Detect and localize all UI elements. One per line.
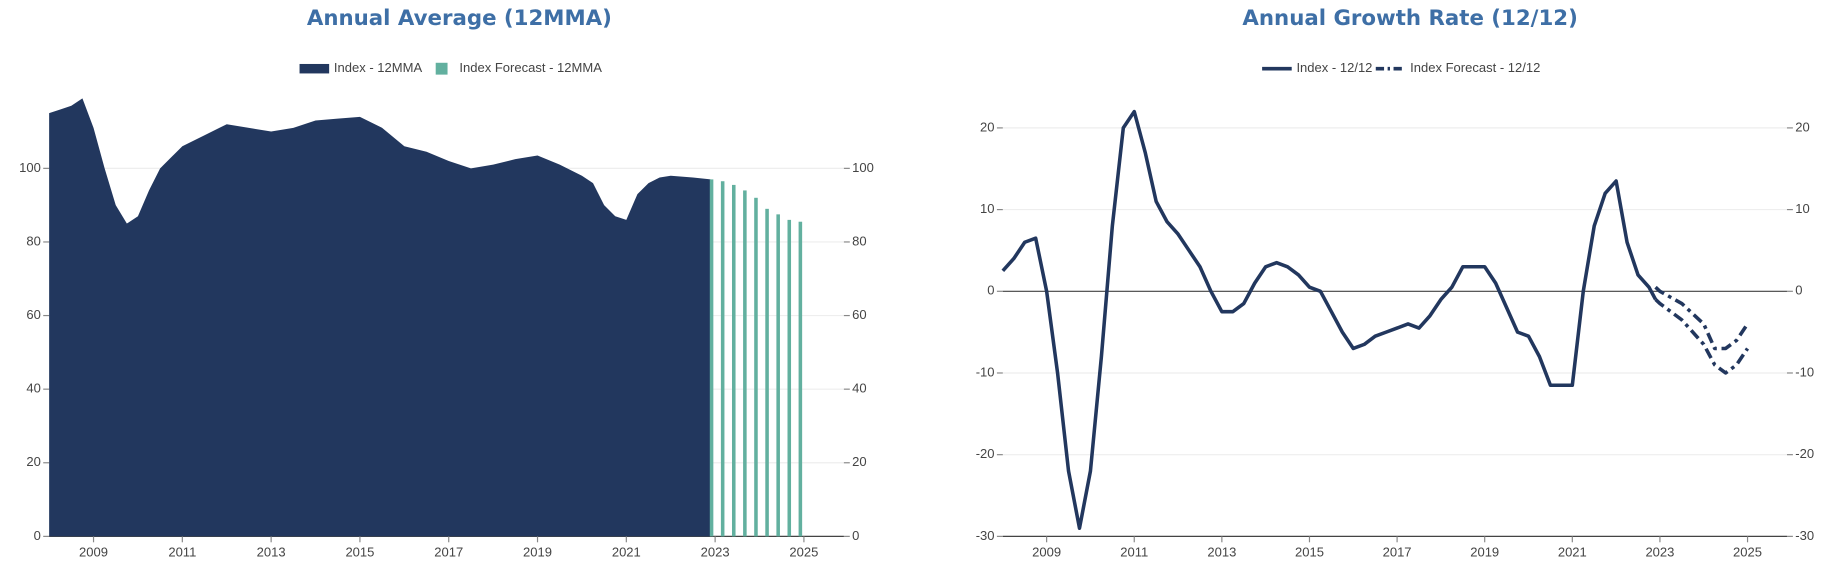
y-tick-label: 60 — [26, 307, 40, 322]
x-tick-label: 2011 — [1120, 544, 1148, 559]
bar — [754, 197, 758, 537]
y-tick-label: -30 — [976, 528, 995, 543]
bar — [709, 179, 714, 537]
y-tick-label: -20 — [1795, 446, 1814, 461]
x-tick-label: 2015 — [1295, 544, 1324, 559]
x-tick-label: 2017 — [434, 544, 463, 559]
line — [1001, 109, 1658, 530]
chart-title: Annual Average (12MMA) — [307, 6, 612, 31]
area — [49, 98, 711, 537]
y-tick-label: 0 — [1795, 283, 1802, 298]
x-tick-label: 2023 — [1645, 544, 1674, 559]
y-tick-label: 10 — [1795, 201, 1809, 216]
bar — [720, 181, 725, 537]
x-tick-label: 2011 — [168, 544, 196, 559]
y-tick-label: -10 — [1795, 364, 1814, 379]
x-tick-label: 2013 — [1207, 544, 1236, 559]
y-tick-label: -10 — [976, 364, 995, 379]
y-tick-label: 100 — [19, 160, 41, 175]
x-tick-label: 2019 — [523, 544, 552, 559]
y-tick-label: -20 — [976, 446, 995, 461]
x-tick-label: 2021 — [1558, 544, 1587, 559]
y-tick-label: 0 — [34, 528, 41, 543]
x-tick-label: 2015 — [345, 544, 374, 559]
y-tick-label: 60 — [852, 307, 866, 322]
x-tick-label: 2009 — [1032, 544, 1061, 559]
legend-label: Index Forecast - 12MMA — [459, 60, 602, 75]
y-tick-label: 40 — [852, 381, 866, 396]
bar — [798, 221, 803, 537]
x-tick-label: 2019 — [1470, 544, 1499, 559]
x-tick-label: 2017 — [1383, 544, 1412, 559]
y-tick-label: 20 — [26, 454, 40, 469]
y-tick-label: 0 — [852, 528, 859, 543]
bar — [731, 184, 736, 537]
y-tick-label: 20 — [1795, 119, 1809, 134]
y-tick-label: 80 — [26, 233, 40, 248]
legend-label: Index - 12/12 — [1296, 60, 1372, 75]
legend-swatch — [435, 62, 448, 75]
x-tick-label: 2013 — [257, 544, 286, 559]
legend-label: Index - 12MMA — [334, 60, 423, 75]
y-tick-label: 20 — [852, 454, 866, 469]
y-tick-label: -30 — [1795, 528, 1814, 543]
bar — [787, 219, 792, 537]
y-tick-label: 100 — [852, 160, 874, 175]
bar — [776, 214, 780, 537]
y-tick-label: 20 — [980, 119, 994, 134]
x-tick-label: 2025 — [789, 544, 818, 559]
x-tick-label: 2021 — [612, 544, 641, 559]
x-tick-label: 2025 — [1733, 544, 1762, 559]
y-tick-label: 40 — [26, 381, 40, 396]
y-tick-label: 80 — [852, 233, 866, 248]
x-tick-label: 2023 — [701, 544, 730, 559]
bar — [743, 190, 747, 537]
x-tick-label: 2009 — [79, 544, 108, 559]
bar — [765, 208, 769, 537]
line — [1654, 298, 1750, 375]
legend-swatch — [299, 63, 330, 74]
y-tick-label: 0 — [987, 283, 994, 298]
line — [1654, 285, 1750, 351]
chart-title: Annual Growth Rate (12/12) — [1242, 6, 1577, 31]
y-tick-label: 10 — [980, 201, 994, 216]
legend-label: Index Forecast - 12/12 — [1410, 60, 1540, 75]
